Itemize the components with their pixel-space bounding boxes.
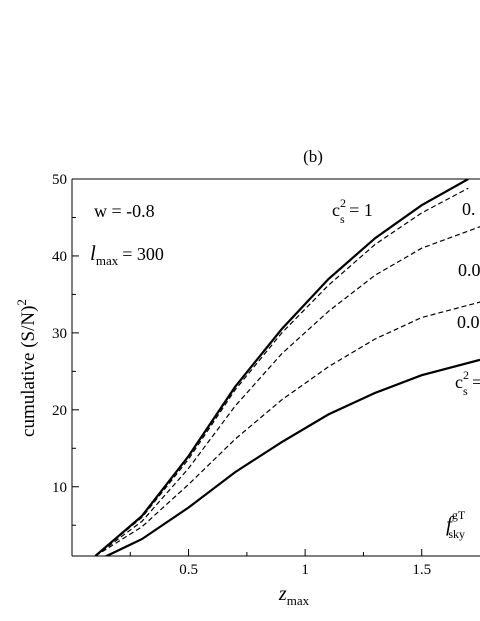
series-line-3 <box>94 301 480 556</box>
fsky-sub: sky <box>448 527 465 541</box>
series-label-cs2-1: c2 s = 1 <box>332 196 373 226</box>
series-label-0-001: 0.0 <box>457 312 480 332</box>
lmax-sub: max <box>96 253 119 268</box>
series-label-0-01: 0.0 <box>458 260 480 280</box>
series-label-cs2-0: c2 s = <box>455 368 480 398</box>
series-label-cs2-0-c: c <box>455 372 463 392</box>
y-axis-label-sup: 2 <box>14 299 29 306</box>
series-label-cs2-1-sup: 2 <box>340 196 346 210</box>
series-label-cs2-0-rest: = <box>468 372 480 392</box>
x-axis-label-sub: max <box>287 593 310 608</box>
x-tick-label: 1 <box>301 562 309 578</box>
x-tick-label: 0.5 <box>179 562 198 578</box>
series-label-cs2-1-sub: s <box>340 212 345 226</box>
y-tick-label: 50 <box>52 172 67 188</box>
series-label-cs2-0-sub: s <box>463 384 468 398</box>
x-tick-label: 1.5 <box>412 562 431 578</box>
series-label-cs2-0-sup: 2 <box>463 368 469 382</box>
fsky-annotation: fgT sky <box>446 508 466 541</box>
series-label-cs2-1-c: c <box>332 200 340 220</box>
series-group <box>94 179 480 556</box>
y-axis-label-main: cumulative (S/N) <box>18 306 39 437</box>
ticks: 0.5 1 1.5 10 20 30 40 50 <box>52 172 431 578</box>
y-axis-label: cumulative (S/N)2 <box>14 299 39 437</box>
series-label-0-1: 0. <box>462 199 476 219</box>
fsky-symbol: f <box>446 512 455 536</box>
fsky-sup: gT <box>452 508 466 522</box>
y-tick-label: 20 <box>52 403 67 419</box>
series-line-0 <box>94 179 469 556</box>
w-annotation: w = -0.8 <box>94 201 155 221</box>
y-tick-label: 40 <box>52 249 67 265</box>
x-axis-label: zmax <box>278 583 310 608</box>
y-tick-label: 10 <box>52 480 67 496</box>
y-tick-label: 30 <box>52 326 67 342</box>
series-line-4 <box>104 358 480 556</box>
lmax-annotation: lmax = 300 <box>90 241 164 268</box>
x-axis-label-main: z <box>278 583 287 605</box>
panel-label: (b) <box>303 147 323 166</box>
series-line-2 <box>94 226 480 556</box>
series-label-cs2-1-rest: = 1 <box>345 200 373 220</box>
lmax-symbol: l <box>90 241 96 265</box>
lmax-value: = 300 <box>122 244 164 264</box>
series-line-1 <box>94 187 469 556</box>
